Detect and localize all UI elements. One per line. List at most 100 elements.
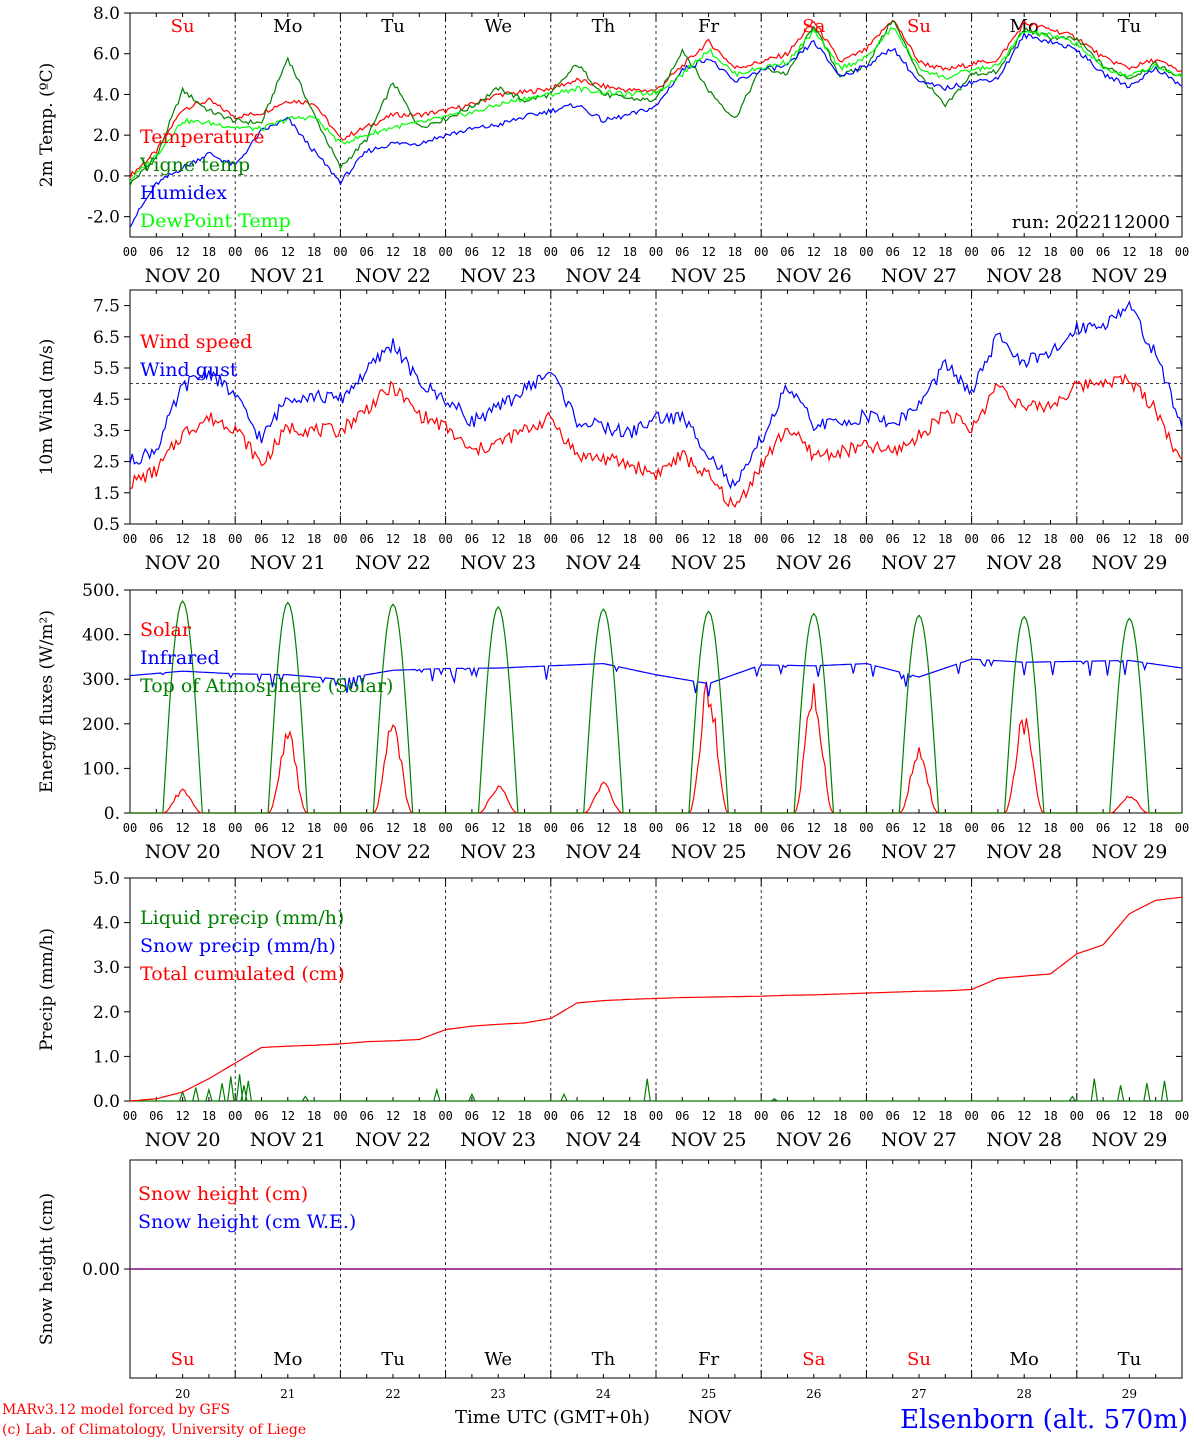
date-label: NOV 22 bbox=[355, 1129, 431, 1151]
legend-entry: Total cumulated (cm) bbox=[140, 963, 345, 985]
day-number-label: 28 bbox=[1017, 1387, 1032, 1401]
hour-tick-label: 06 bbox=[1096, 245, 1110, 259]
hour-tick-label: 00 bbox=[1070, 532, 1084, 546]
series-line-humidex bbox=[129, 31, 1183, 228]
hour-tick-label: 18 bbox=[412, 532, 426, 546]
hour-tick-label: 06 bbox=[780, 1109, 794, 1123]
hour-tick-label: 12 bbox=[491, 821, 505, 835]
panel-frame bbox=[129, 589, 1183, 814]
hour-tick-label: 12 bbox=[1122, 1109, 1136, 1123]
hour-tick-label: 06 bbox=[885, 532, 899, 546]
day-of-week-label: Mo bbox=[273, 1349, 302, 1370]
y-tick-label: 100. bbox=[82, 759, 120, 779]
hour-tick-label: 12 bbox=[701, 821, 715, 835]
hour-tick-label: 00 bbox=[1175, 1109, 1189, 1123]
hour-tick-label: 06 bbox=[570, 821, 584, 835]
date-label: NOV 25 bbox=[671, 552, 747, 574]
day-of-week-label: Tu bbox=[1118, 16, 1142, 37]
hour-tick-label: 18 bbox=[1043, 245, 1057, 259]
hour-tick-label: 00 bbox=[649, 532, 663, 546]
hour-tick-label: 06 bbox=[465, 821, 479, 835]
date-label: NOV 24 bbox=[565, 1129, 641, 1151]
day-of-week-label: Fr bbox=[698, 1349, 719, 1370]
hour-tick-label: 06 bbox=[254, 532, 268, 546]
hour-tick-label: 18 bbox=[1148, 1109, 1162, 1123]
date-label: NOV 20 bbox=[145, 841, 221, 863]
hour-tick-label: 18 bbox=[728, 1109, 742, 1123]
panel-1: 8.0 6.0 4.0 2.0 0.0 -2.0 2m Temp. (ºC) 00 06 12 18… bbox=[37, 4, 1189, 287]
hour-tick-label: 00 bbox=[1175, 821, 1189, 835]
hour-tick-label: 00 bbox=[1070, 245, 1084, 259]
hour-tick-label: 00 bbox=[438, 821, 452, 835]
hour-tick-label: 06 bbox=[149, 1109, 163, 1123]
panel-3: 500. 400. 300. 200. 100. 0. Energy fluxes (W/m… bbox=[37, 581, 1189, 863]
day-of-week-label: We bbox=[484, 1349, 512, 1370]
day-number-label: 27 bbox=[911, 1387, 926, 1401]
hour-tick-label: 00 bbox=[544, 821, 558, 835]
hour-tick-label: 06 bbox=[465, 532, 479, 546]
hour-tick-label: 00 bbox=[123, 1109, 137, 1123]
legend-entry: Top of Atmosphere (Solar) bbox=[140, 675, 393, 697]
hour-tick-label: 18 bbox=[938, 821, 952, 835]
y-tick-label: 1.0 bbox=[93, 1047, 120, 1067]
hour-tick-label: 12 bbox=[281, 245, 295, 259]
hour-tick-label: 12 bbox=[701, 245, 715, 259]
y-tick-label: 8.0 bbox=[93, 4, 120, 24]
y-tick-label: 0. bbox=[104, 804, 120, 824]
date-label: NOV 26 bbox=[776, 841, 852, 863]
hour-tick-label: 18 bbox=[622, 532, 636, 546]
date-label: NOV 21 bbox=[250, 265, 326, 287]
series-line-top-of-atmosphere-solar- bbox=[130, 600, 1182, 814]
hour-tick-label: 12 bbox=[807, 1109, 821, 1123]
y-axis-label: Snow height (cm) bbox=[37, 1193, 57, 1345]
hour-tick-label: 18 bbox=[307, 532, 321, 546]
date-label: NOV 29 bbox=[1091, 265, 1167, 287]
hour-tick-label: 06 bbox=[254, 245, 268, 259]
hour-tick-label: 00 bbox=[228, 1109, 242, 1123]
y-tick-label: 2.0 bbox=[93, 1003, 120, 1023]
hour-tick-label: 12 bbox=[1122, 245, 1136, 259]
hour-tick-label: 06 bbox=[780, 821, 794, 835]
y-tick-label: 0.0 bbox=[93, 1092, 120, 1112]
day-of-week-label: Tu bbox=[381, 16, 405, 37]
hour-tick-label: 06 bbox=[359, 532, 373, 546]
day-of-week-label: Tu bbox=[1118, 1349, 1142, 1370]
hour-tick-label: 12 bbox=[281, 532, 295, 546]
hour-tick-label: 12 bbox=[596, 532, 610, 546]
hour-tick-label: 12 bbox=[386, 821, 400, 835]
y-tick-label: 4.5 bbox=[93, 390, 120, 410]
date-label: NOV 26 bbox=[776, 1129, 852, 1151]
run-annotation: run: 2022112000 bbox=[1012, 212, 1170, 233]
hour-tick-label: 06 bbox=[675, 532, 689, 546]
date-label: NOV 27 bbox=[881, 1129, 957, 1151]
panel-2: 7.5 6.5 5.5 4.5 3.5 2.5 1.5 0.5 10m Wind (m/s) 00… bbox=[37, 289, 1189, 574]
day-of-week-label: We bbox=[484, 16, 512, 37]
hour-tick-label: 12 bbox=[491, 532, 505, 546]
hour-tick-label: 18 bbox=[833, 1109, 847, 1123]
y-tick-label: 500. bbox=[82, 581, 120, 601]
hour-tick-label: 12 bbox=[1122, 821, 1136, 835]
hour-tick-label: 18 bbox=[1043, 821, 1057, 835]
hour-tick-label: 12 bbox=[807, 245, 821, 259]
hour-tick-label: 06 bbox=[991, 245, 1005, 259]
y-tick-label: 4.0 bbox=[93, 85, 120, 105]
hour-tick-label: 00 bbox=[649, 245, 663, 259]
hour-tick-label: 18 bbox=[938, 1109, 952, 1123]
date-label: NOV 22 bbox=[355, 552, 431, 574]
y-axis-label: Precip (mm/h) bbox=[37, 928, 57, 1051]
hour-tick-label: 18 bbox=[202, 1109, 216, 1123]
hour-tick-label: 12 bbox=[1017, 245, 1031, 259]
legend-entry: Snow height (cm) bbox=[138, 1183, 308, 1205]
time-axis-label: Time UTC (GMT+0h) bbox=[455, 1407, 650, 1428]
date-label: NOV 20 bbox=[145, 552, 221, 574]
hour-tick-label: 00 bbox=[1175, 245, 1189, 259]
hour-tick-label: 00 bbox=[964, 821, 978, 835]
y-tick-label: 5.5 bbox=[93, 359, 120, 379]
hour-tick-label: 00 bbox=[228, 532, 242, 546]
hour-tick-label: 00 bbox=[544, 1109, 558, 1123]
hour-tick-label: 00 bbox=[754, 245, 768, 259]
panel-frame bbox=[129, 12, 1183, 238]
hour-tick-label: 18 bbox=[202, 821, 216, 835]
y-tick-label: 2.0 bbox=[93, 126, 120, 146]
